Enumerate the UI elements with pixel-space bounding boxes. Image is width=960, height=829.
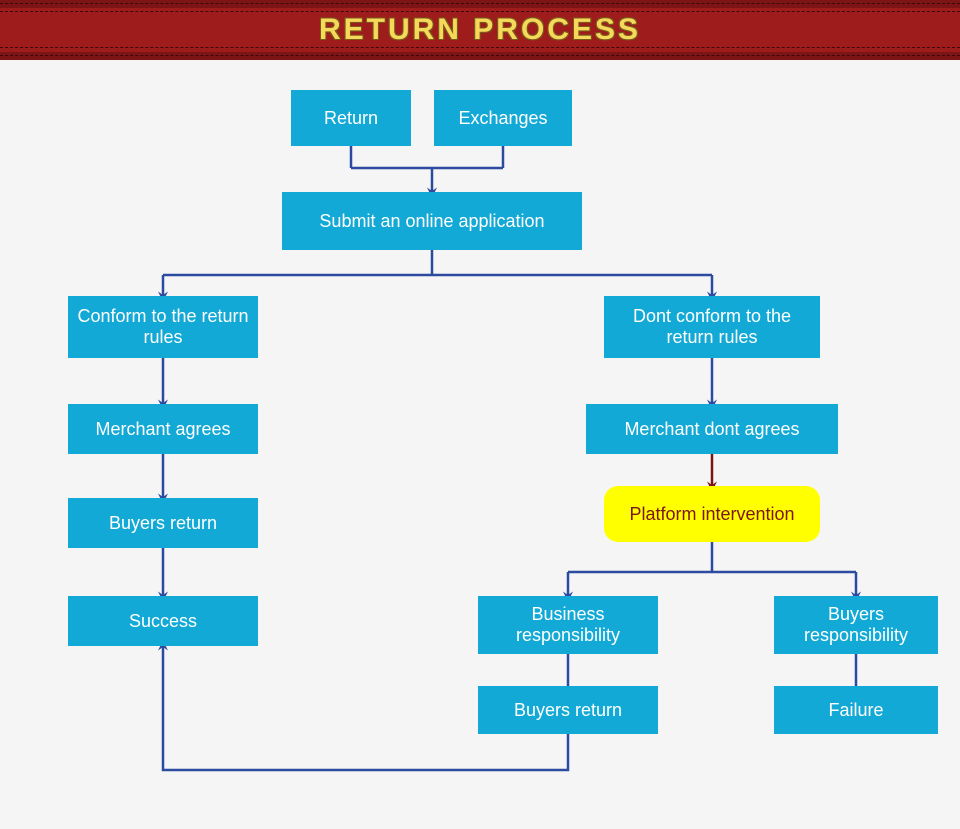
node-label: Submit an online application — [319, 211, 544, 232]
node-label: Merchant dont agrees — [624, 419, 799, 440]
node-label: Buyers return — [109, 513, 217, 534]
flowchart-canvas: RETURN PROCESS Return Exchanges Submit a… — [0, 0, 960, 829]
node-merchant-dont-agrees: Merchant dont agrees — [586, 404, 838, 454]
node-label: Merchant agrees — [95, 419, 230, 440]
node-buyers-responsibility: Buyers responsibility — [774, 596, 938, 654]
node-return: Return — [291, 90, 411, 146]
node-dontconform: Dont conform to the return rules — [604, 296, 820, 358]
node-label: Exchanges — [458, 108, 547, 129]
node-business-responsibility: Business responsibility — [478, 596, 658, 654]
node-exchanges: Exchanges — [434, 90, 572, 146]
node-label: Conform to the return rules — [74, 306, 252, 347]
node-label: Platform intervention — [629, 504, 794, 525]
node-buyers-return-left: Buyers return — [68, 498, 258, 548]
node-conform: Conform to the return rules — [68, 296, 258, 358]
node-platform-intervention: Platform intervention — [604, 486, 820, 542]
node-failure: Failure — [774, 686, 938, 734]
node-label: Buyers return — [514, 700, 622, 721]
node-label: Buyers responsibility — [780, 604, 932, 645]
node-label: Dont conform to the return rules — [610, 306, 814, 347]
node-label: Failure — [828, 700, 883, 721]
node-label: Return — [324, 108, 378, 129]
node-label: Success — [129, 611, 197, 632]
node-merchant-agrees: Merchant agrees — [68, 404, 258, 454]
node-label: Business responsibility — [484, 604, 652, 645]
node-buyers-return-right: Buyers return — [478, 686, 658, 734]
header-title: RETURN PROCESS — [319, 13, 641, 47]
node-submit: Submit an online application — [282, 192, 582, 250]
node-success: Success — [68, 596, 258, 646]
